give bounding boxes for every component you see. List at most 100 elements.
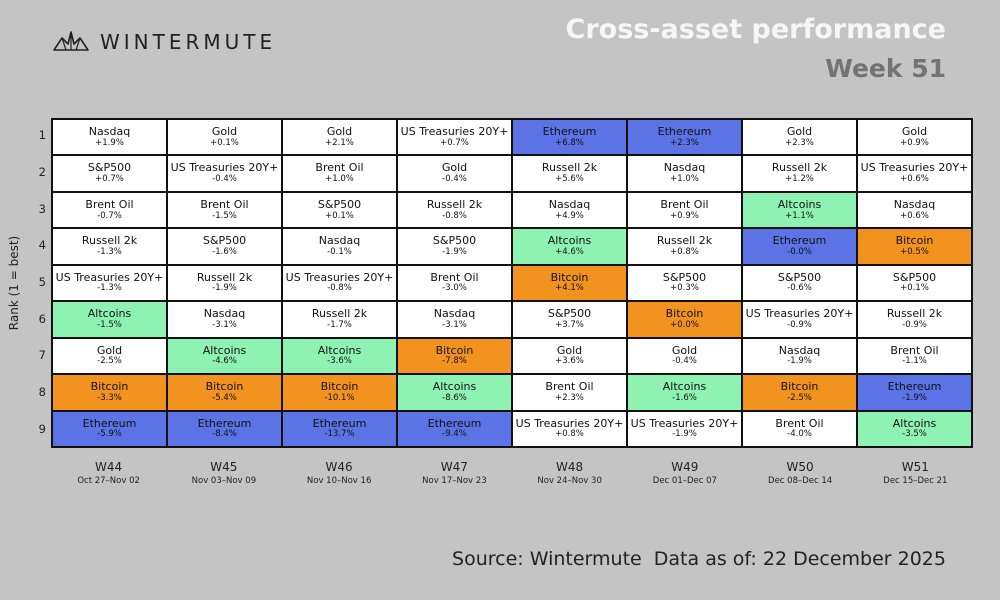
asset-return: -0.8%	[327, 283, 352, 294]
asset-return: +3.6%	[555, 356, 584, 367]
week-tick-label: W47 Nov 17–Nov 23	[397, 460, 512, 486]
wintermute-logo-icon	[53, 31, 89, 51]
table-cell: Gold +0.1%	[168, 120, 281, 155]
asset-return: -0.8%	[442, 210, 467, 221]
asset-return: +0.1%	[900, 283, 929, 294]
table-cell: Gold -0.4%	[628, 338, 741, 374]
asset-return: +1.0%	[325, 174, 354, 185]
table-cell: Bitcoin -2.5%	[743, 375, 856, 410]
table-cell: Bitcoin +0.5%	[858, 229, 971, 264]
asset-name: US Treasuries 20Y+	[170, 161, 279, 175]
asset-name: S&P500	[777, 270, 822, 284]
table-cell: Russell 2k +1.2%	[743, 156, 856, 191]
table-cell: S&P500 -1.6%	[168, 229, 281, 264]
asset-name: Ethereum	[887, 380, 942, 394]
table-cell: Nasdaq -3.1%	[168, 302, 281, 337]
asset-return: -1.3%	[97, 283, 122, 294]
asset-return: +2.3%	[555, 392, 584, 403]
week-tick-label: W46 Nov 10–Nov 16	[282, 460, 397, 486]
table-cell: Brent Oil +1.0%	[283, 156, 396, 191]
week-label: W44	[95, 460, 123, 474]
table-cell: Nasdaq +1.9%	[53, 120, 166, 155]
rank-tick-label: 5	[38, 275, 46, 289]
asset-name: Bitcoin	[435, 343, 474, 357]
week-dates: Dec 15–Dec 21	[883, 476, 948, 486]
table-cell: S&P500 +0.1%	[858, 265, 971, 301]
asset-name: Russell 2k	[196, 270, 253, 284]
asset-name: US Treasuries 20Y+	[860, 161, 969, 175]
asset-name: Gold	[556, 343, 583, 357]
week-label: W45	[210, 460, 238, 474]
table-cell: Russell 2k +5.6%	[513, 156, 626, 191]
asset-return: +4.6%	[555, 246, 584, 257]
asset-name: Gold	[671, 343, 698, 357]
asset-name: US Treasuries 20Y+	[55, 270, 164, 284]
asset-return: -3.0%	[442, 283, 467, 294]
table-cell: Bitcoin +0.0%	[628, 302, 741, 337]
table-cell: Brent Oil -0.7%	[53, 192, 166, 228]
asset-name: Ethereum	[82, 416, 137, 430]
asset-name: Nasdaq	[893, 197, 936, 211]
rank-tick-label: 1	[38, 128, 46, 143]
table-cell: Russell 2k -0.8%	[398, 192, 511, 228]
asset-name: Bitcoin	[895, 234, 934, 248]
asset-name: Brent Oil	[890, 343, 939, 357]
rank-tick-label: 6	[38, 311, 46, 326]
asset-name: Russell 2k	[656, 234, 713, 248]
asset-return: -4.6%	[212, 356, 237, 367]
asset-name: Bitcoin	[205, 380, 244, 394]
brand-name: WINTERMUTE	[100, 30, 277, 54]
table-cell: Ethereum -8.4%	[168, 411, 281, 446]
asset-return: +0.7%	[95, 174, 124, 185]
table-cell: Brent Oil -3.0%	[398, 265, 511, 301]
asset-return: -13.7%	[324, 429, 355, 440]
asset-name: Altcoins	[317, 343, 362, 357]
asset-return: -1.9%	[442, 246, 467, 257]
asset-name: Brent Oil	[85, 197, 134, 211]
week-label: W48	[556, 460, 584, 474]
asset-name: Brent Oil	[775, 416, 824, 430]
asset-return: -1.3%	[97, 246, 122, 257]
table-cell: Ethereum -1.9%	[858, 375, 971, 410]
asset-return: +6.8%	[555, 137, 584, 148]
asset-name: Gold	[786, 125, 813, 139]
asset-name: Altcoins	[892, 416, 937, 430]
asset-name: Bitcoin	[550, 270, 589, 284]
asset-name: Bitcoin	[665, 307, 704, 321]
table-cell: US Treasuries 20Y+ -0.9%	[743, 302, 856, 337]
week-tick-label: W45 Nov 03–Nov 09	[166, 460, 281, 486]
asset-return: -0.6%	[787, 283, 812, 294]
asset-return: +0.9%	[670, 210, 699, 221]
asset-return: +1.2%	[785, 174, 814, 185]
page-subtitle: Week 51	[825, 54, 946, 83]
table-cell: Russell 2k -1.3%	[53, 229, 166, 264]
asset-name: Ethereum	[197, 416, 252, 430]
table-cell: Brent Oil +0.9%	[628, 192, 741, 228]
table-cell: Brent Oil -1.1%	[858, 338, 971, 374]
table-cell: Brent Oil +2.3%	[513, 375, 626, 410]
asset-name: Altcoins	[202, 343, 247, 357]
week-tick-label: W49 Dec 01–Dec 07	[627, 460, 742, 486]
asset-return: -3.1%	[442, 319, 467, 330]
asset-return: -3.6%	[327, 356, 352, 367]
week-dates: Dec 08–Dec 14	[768, 476, 833, 486]
table-cell: Ethereum -5.9%	[53, 411, 166, 446]
table-cell: Altcoins +1.1%	[743, 192, 856, 228]
asset-name: Gold	[211, 125, 238, 139]
brand-logo: WINTERMUTE	[52, 28, 276, 56]
asset-name: Russell 2k	[81, 234, 138, 248]
asset-name: Russell 2k	[426, 197, 483, 211]
asset-name: Ethereum	[427, 416, 482, 430]
table-cell: Bitcoin -5.4%	[168, 375, 281, 410]
week-tick-label: W50 Dec 08–Dec 14	[743, 460, 858, 486]
asset-name: Gold	[901, 125, 928, 139]
table-cell: Russell 2k -1.7%	[283, 302, 396, 337]
table-cell: S&P500 +3.7%	[513, 302, 626, 337]
week-dates: Oct 27–Nov 02	[77, 476, 140, 486]
asset-return: +0.3%	[670, 283, 699, 294]
table-cell: Altcoins -3.6%	[283, 338, 396, 374]
week-label: W51	[901, 460, 929, 474]
rank-tick-label: 7	[38, 348, 46, 363]
table-cell: Russell 2k -1.9%	[168, 265, 281, 301]
table-cell: Gold +3.6%	[513, 338, 626, 374]
